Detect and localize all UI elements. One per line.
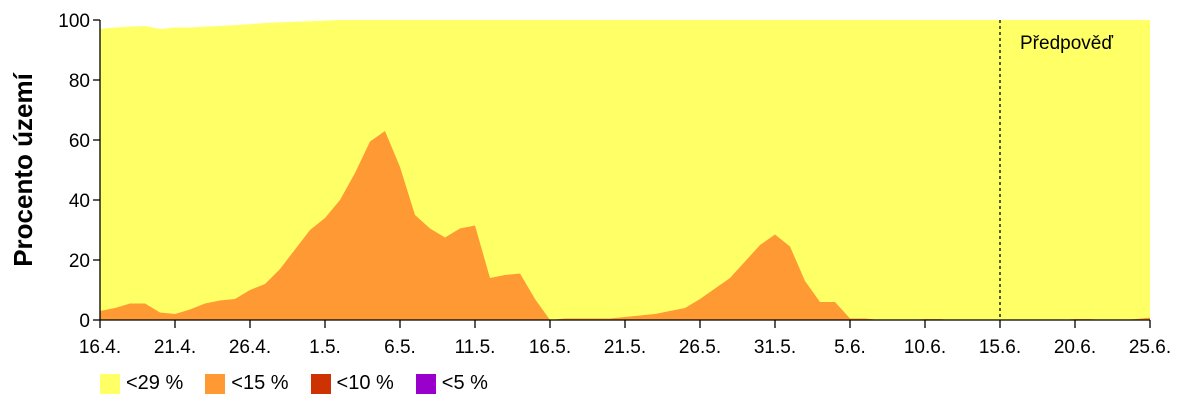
legend-swatch-2: [205, 373, 226, 394]
x-tick-label-5: 6.5.: [384, 337, 416, 358]
x-tick-label-11: 5.6.: [834, 337, 866, 358]
x-tick-label-13: 15.6.: [979, 337, 1021, 358]
x-tick-label-14: 20.6.: [1054, 337, 1096, 358]
x-tick-label-12: 10.6.: [904, 337, 946, 358]
x-tick-label-4: 1.5.: [309, 337, 341, 358]
legend-label-1: <29 %: [126, 372, 184, 394]
legend-label-2: <15 %: [231, 372, 289, 394]
legend-item-3: <10 %: [310, 372, 394, 395]
forecast-label: Předpověď: [1020, 33, 1113, 54]
axes: 0 20 40 60 80 100 16.4. 21.4. 26.4. 1.5. 6.5. 11.5.…: [58, 11, 1171, 358]
x-tick-label-15: 25.6.: [1129, 337, 1171, 358]
area-series-2: [100, 131, 1150, 320]
legend-swatch-4: [415, 373, 436, 394]
y-tick-label-20: 20: [69, 251, 90, 272]
legend: <29 % <15 % <10 % <5 %: [100, 372, 488, 395]
x-tick-label-2: 21.4.: [154, 337, 196, 358]
y-tick-label-80: 80: [69, 71, 90, 92]
x-tick-label-9: 26.5.: [679, 337, 721, 358]
x-tick-label-7: 16.5.: [529, 337, 571, 358]
legend-item-1: <29 %: [100, 372, 183, 395]
x-tick-label-8: 21.5.: [604, 337, 646, 358]
legend-label-4: <5 %: [441, 372, 488, 394]
x-tick-label-3: 26.4.: [229, 337, 271, 358]
area-series-1: [100, 20, 1150, 320]
legend-swatch-1: [100, 373, 120, 394]
y-tick-label-40: 40: [69, 191, 90, 212]
y-tick-label-100: 100: [58, 11, 90, 32]
x-tick-label-6: 11.5.: [455, 337, 496, 358]
plot-area: [100, 20, 1150, 320]
y-axis-label: Procento území: [8, 72, 38, 266]
x-tick-label-10: 31.5.: [754, 337, 796, 358]
area-chart: Procento území 0 20 40 60 80 100 16.4. 21.4. 26.…: [8, 11, 1171, 358]
y-tick-label-60: 60: [69, 131, 90, 152]
legend-label-3: <10 %: [336, 372, 394, 394]
x-tick-label-1: 16.4.: [79, 337, 121, 358]
legend-item-2: <15 %: [205, 372, 289, 395]
legend-item-4: <5 %: [415, 372, 488, 395]
y-tick-label-0: 0: [79, 311, 90, 332]
legend-swatch-3: [310, 373, 331, 394]
